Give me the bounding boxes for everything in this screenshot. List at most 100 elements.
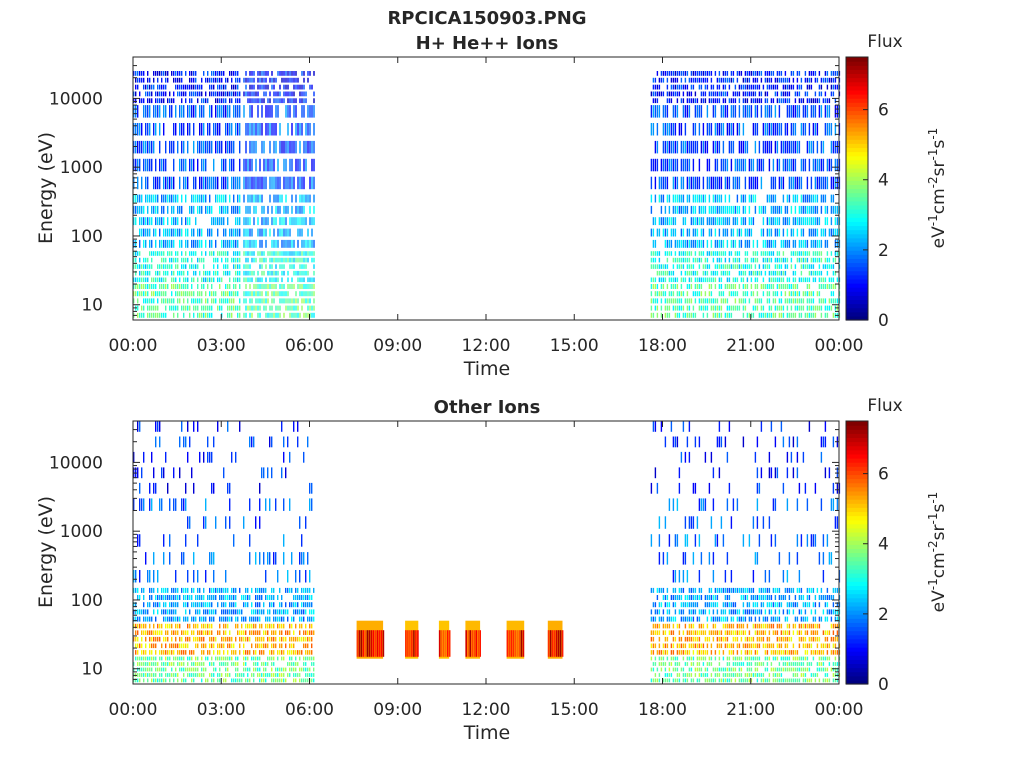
spectrogram-cell: [173, 278, 174, 283]
spectrogram-cell: [137, 291, 138, 296]
spectrogram-cell: [741, 85, 742, 90]
spectrogram-cell: [167, 483, 168, 494]
spectrogram-cell: [229, 291, 230, 296]
spectrogram-cell: [233, 229, 234, 237]
spectrogram-cell: [717, 123, 718, 136]
spectrogram-cell: [213, 217, 214, 225]
spectrogram-cell: [661, 206, 662, 214]
spectrogram-cell: [287, 240, 288, 248]
spectrogram-cell: [721, 271, 722, 276]
spectrogram-cell: [245, 624, 246, 629]
spectrogram-cell: [245, 258, 246, 263]
spectrogram-cell: [785, 71, 786, 76]
spectrogram-cell: [835, 229, 836, 237]
spectrogram-cell: [277, 251, 278, 256]
spectrogram-cell: [251, 229, 252, 237]
spectrogram-cell: [139, 313, 140, 318]
spectrogram-cell: [735, 298, 736, 303]
spectrogram-cell: [221, 159, 222, 172]
spectrogram-cell: [301, 609, 302, 614]
spectrogram-cell: [713, 92, 714, 97]
spectrogram-cell: [187, 278, 188, 283]
spectrogram-cell: [743, 98, 744, 103]
spectrogram-cell: [139, 206, 140, 214]
spectrogram-cell: [777, 251, 778, 256]
spectrogram-cell: [759, 92, 760, 97]
spectrogram-cell: [653, 264, 654, 269]
spectrogram-cell: [187, 662, 188, 666]
spectrogram-cell: [135, 570, 136, 583]
spectrogram-cell: [151, 284, 152, 289]
spectrogram-cell: [199, 452, 200, 463]
spectrogram-cell: [163, 588, 164, 593]
spectrogram-cell: [301, 306, 302, 311]
spectrogram-cell: [135, 159, 136, 172]
spectrogram-cell: [189, 251, 190, 256]
spectrogram-cell: [277, 92, 278, 97]
spectrogram-cell: [811, 229, 812, 237]
spectrogram-cell: [309, 483, 310, 494]
spectrogram-cell: [709, 98, 710, 103]
spectrogram-cell: [717, 92, 718, 97]
spectrogram-cell: [231, 313, 232, 318]
spectrogram-cell: [683, 98, 684, 103]
spectrogram-cell: [723, 85, 724, 90]
spectrogram-cell: [827, 217, 828, 225]
spectrogram-cell: [165, 177, 166, 190]
spectrogram-cell: [813, 71, 814, 76]
spectrogram-cell: [179, 644, 180, 649]
spectrogram-cell: [183, 657, 184, 661]
spectrogram-cell: [703, 141, 704, 154]
spectrogram-cell: [177, 657, 178, 661]
spectrogram-cell: [691, 206, 692, 214]
spectrogram-cell: [769, 123, 770, 136]
spectrogram-cell: [301, 195, 302, 203]
spectrogram-cell: [737, 291, 738, 296]
spectrogram-cell: [793, 657, 794, 661]
spectrogram-cell: [767, 229, 768, 237]
spectrogram-cell: [185, 85, 186, 90]
spectrogram-cell: [743, 679, 744, 683]
spectrogram-cell: [139, 240, 140, 248]
spectrogram-cell: [217, 251, 218, 256]
spectrogram-cell: [731, 123, 732, 136]
spectrogram-cell: [787, 298, 788, 303]
spectrogram-cell: [259, 264, 260, 269]
spectrogram-cell: [305, 298, 306, 303]
spectrogram-cell: [699, 78, 700, 83]
spectrogram-cell: [181, 85, 182, 90]
spectrogram-cell: [733, 229, 734, 237]
spectrogram-cell: [313, 92, 314, 97]
spectrogram-cell: [281, 609, 282, 614]
spectrogram-cell: [193, 483, 194, 494]
spectrogram-cell: [691, 141, 692, 154]
spectrogram-cell: [739, 258, 740, 263]
spectrogram-cell: [791, 313, 792, 318]
spectrogram-cell: [265, 570, 266, 583]
spectrogram-cell: [251, 159, 252, 172]
spectrogram-cell: [691, 251, 692, 256]
spectrogram-cell: [663, 78, 664, 83]
spectrogram-cell: [719, 177, 720, 190]
spectrogram-cell: [737, 258, 738, 263]
spectrogram-cell: [725, 98, 726, 103]
spectrogram-cell: [827, 313, 828, 318]
spectrogram-cell: [669, 141, 670, 154]
spectrogram-cell: [817, 271, 818, 276]
spectrogram-cell: [223, 657, 224, 661]
spectrogram-cell: [239, 264, 240, 269]
spectrogram-cell: [261, 177, 262, 190]
spectrogram-cell: [179, 78, 180, 83]
spectrogram-cell: [191, 673, 192, 677]
spectrogram-cell: [243, 657, 244, 661]
spectrogram-cell: [667, 98, 668, 103]
spectrogram-cell: [173, 284, 174, 289]
spectrogram-cell: [305, 570, 306, 583]
spectrogram-cell: [219, 630, 220, 635]
spectrogram-cell: [271, 588, 272, 593]
spectrogram-cell: [819, 71, 820, 76]
spectrogram-cell: [269, 264, 270, 269]
spectrogram-cell: [217, 588, 218, 593]
spectrogram-cell: [815, 206, 816, 214]
spectrogram-cell: [277, 609, 278, 614]
